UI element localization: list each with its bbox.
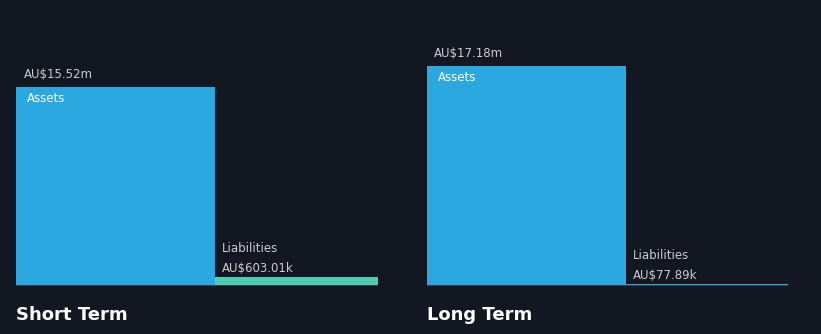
FancyBboxPatch shape [215,277,378,285]
FancyBboxPatch shape [626,284,788,285]
FancyBboxPatch shape [16,87,215,285]
Text: AU$15.52m: AU$15.52m [24,68,93,81]
Text: Short Term: Short Term [16,306,128,324]
Text: Assets: Assets [438,70,476,84]
Text: AU$17.18m: AU$17.18m [434,46,503,59]
Text: Long Term: Long Term [427,306,532,324]
Text: AU$603.01k: AU$603.01k [222,262,294,275]
Text: Liabilities: Liabilities [222,242,278,256]
Text: Liabilities: Liabilities [633,249,689,262]
FancyBboxPatch shape [427,66,626,285]
Text: Assets: Assets [27,92,66,105]
Text: AU$77.89k: AU$77.89k [633,269,697,282]
